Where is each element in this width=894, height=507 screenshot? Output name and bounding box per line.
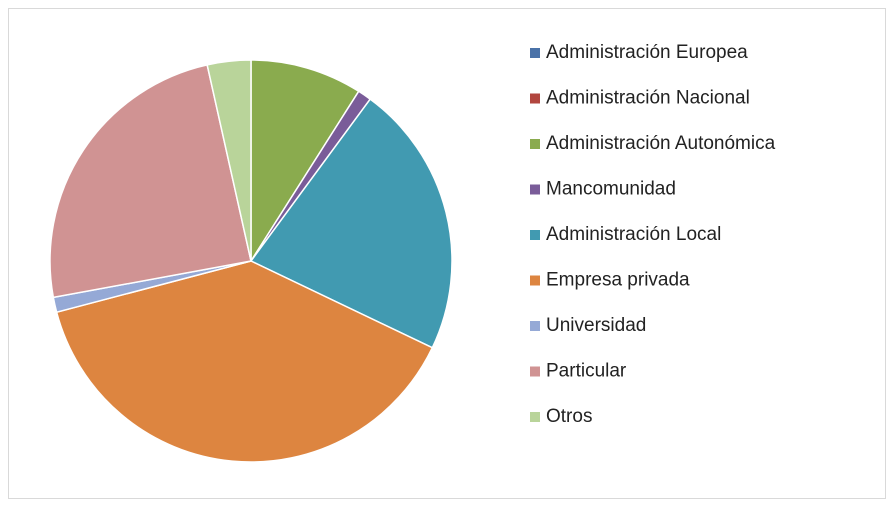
legend-label: Universidad [546,315,646,336]
legend-label: Empresa privada [546,270,690,291]
legend-swatch [530,230,540,240]
legend-swatch [530,321,540,331]
legend-swatch [530,48,540,58]
legend-label: Otros [546,406,592,427]
pie-slice [249,98,453,349]
legend-label: Administración Autonómica [546,133,776,154]
pie-slice [250,59,360,264]
pie-slice [206,59,252,262]
legend-swatch [530,184,540,195]
legend-label: Mancomunidad [546,179,676,200]
legend-swatch [530,412,540,422]
legend-label: Administración Local [546,224,721,245]
pie-slice [55,260,434,463]
legend-swatch [530,366,540,377]
legend-swatch [530,275,540,286]
legend-swatch [530,93,540,104]
legend-label: Particular [546,361,627,382]
legend-label: Administración Nacional [546,88,750,109]
legend-label: Administración Europea [546,42,748,63]
legend-swatch [530,139,540,149]
pie-slice [49,63,252,299]
